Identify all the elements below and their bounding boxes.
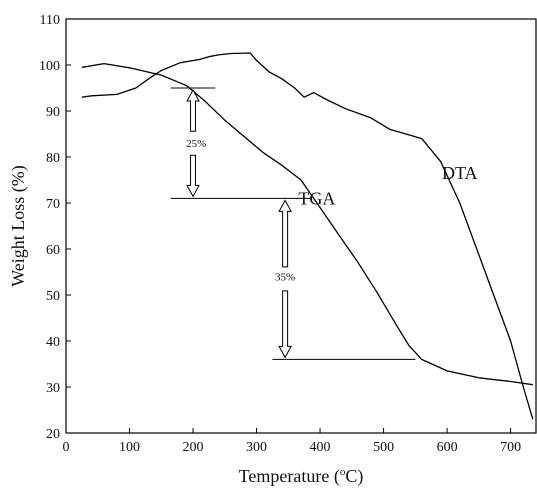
y-tick-label: 40 — [46, 335, 60, 350]
y-tick-label: 30 — [46, 381, 60, 396]
y-tick-label: 50 — [46, 289, 60, 304]
percent-annotation-bg — [274, 269, 297, 284]
y-tick-label: 80 — [46, 151, 60, 166]
arrow-up — [186, 88, 200, 132]
curve-label-tga: TGA — [298, 188, 335, 208]
y-tick-label: 70 — [46, 197, 60, 212]
percent-annotation: 35% — [275, 272, 295, 284]
series-line-dta — [81, 52, 534, 420]
series-line-tga — [81, 62, 533, 386]
y-tick-label: 90 — [46, 105, 60, 120]
plot-area — [65, 18, 537, 434]
curve-label-dta: DTA — [442, 163, 478, 183]
x-tick-label: 100 — [119, 440, 140, 455]
labels-group: TGA DTA 25% 35% — [185, 136, 478, 284]
percent-annotation: 25% — [186, 138, 206, 150]
x-tick-label: 300 — [246, 440, 267, 455]
x-tick-label: 200 — [183, 440, 204, 455]
x-tick-label: 500 — [373, 440, 394, 455]
arrow-up — [278, 199, 292, 268]
y-tick-label: 60 — [46, 243, 60, 258]
x-tick-label: 600 — [437, 440, 458, 455]
series-group — [81, 52, 534, 420]
y-axis-title: Weight Loss (%) — [8, 165, 29, 287]
y-tick-label: 100 — [39, 59, 60, 74]
arrows-group — [186, 88, 292, 359]
x-tick-label: 0 — [63, 440, 70, 455]
percent-annotation-bg — [185, 136, 208, 151]
x-axis-title: Temperature (oC) — [239, 466, 364, 487]
y-tick-label: 110 — [40, 13, 60, 28]
axis-ticks: 0 100 200 300 400 500 600 700 20 30 40 50 60 70 80 90 10… — [39, 13, 521, 455]
y-tick-label: 20 — [46, 427, 60, 442]
x-tick-label: 400 — [310, 440, 331, 455]
reference-lines — [170, 87, 416, 360]
x-tick-label: 700 — [500, 440, 521, 455]
arrow-down — [186, 154, 200, 198]
arrow-down — [278, 290, 292, 359]
